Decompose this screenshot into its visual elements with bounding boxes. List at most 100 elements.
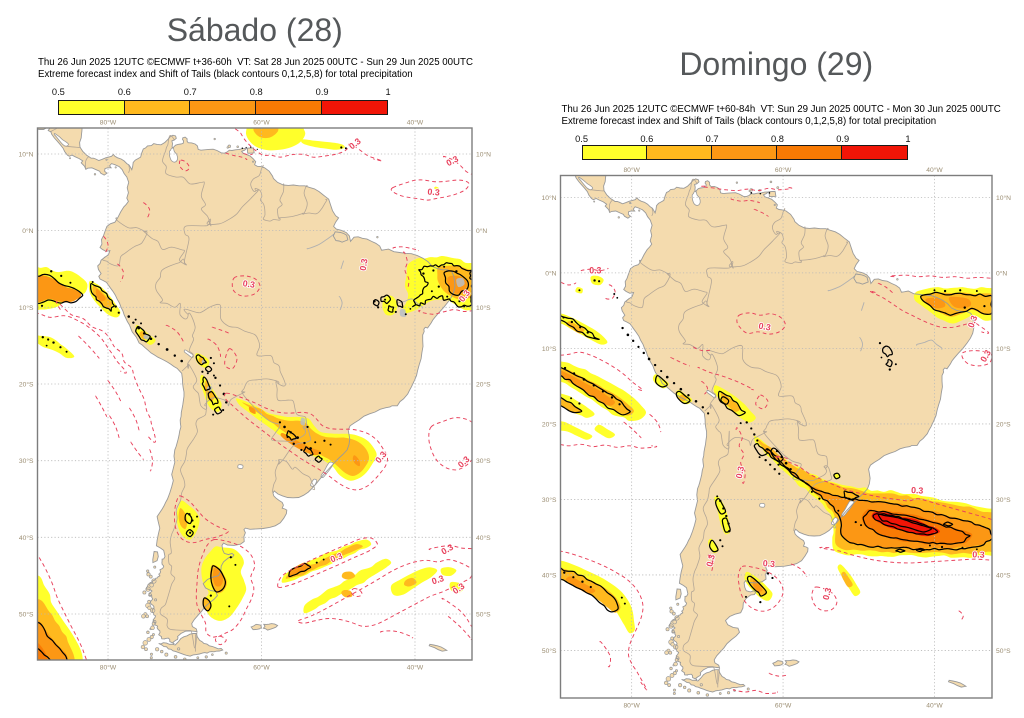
sot-speck (784, 461, 788, 465)
efi-contour-0-3 (390, 179, 470, 201)
efi-fill-3 (925, 297, 946, 309)
country-border (709, 353, 719, 409)
efi-fill-3 (565, 576, 596, 594)
sot-speck (653, 363, 657, 367)
efi-contour-0-3 (178, 159, 190, 172)
country-border (710, 403, 730, 450)
sot-speck (192, 525, 196, 528)
sot-speck (778, 472, 781, 475)
sot-speck (620, 596, 623, 599)
sot-speck (810, 490, 813, 493)
sot-speck (570, 320, 574, 324)
sot-speck (572, 576, 575, 579)
efi-contour-0-3 (811, 586, 838, 612)
map-frame (36, 127, 473, 661)
legend-color-cell (842, 145, 907, 159)
efi-contour-label: 0.3 (821, 587, 834, 602)
country-border (241, 391, 306, 442)
efi-contour-label: 0.3 (966, 314, 980, 329)
sot-speck (250, 146, 252, 148)
islet (146, 630, 150, 635)
islet (670, 642, 675, 647)
sot-speck (180, 359, 183, 363)
lat-tick-label: 40°S (19, 534, 34, 542)
lake (691, 190, 701, 206)
sot-speck (283, 425, 286, 429)
islet (93, 173, 97, 176)
islet (164, 652, 169, 657)
lon-tick-label: 80°W (623, 702, 640, 710)
lat-tick-label: 50°S (542, 647, 557, 655)
header-line2: Extreme forecast index and Shift of Tail… (38, 69, 413, 81)
sot-contour (89, 282, 115, 312)
sot-contour (654, 374, 668, 388)
river (340, 260, 345, 270)
islet (69, 157, 71, 160)
sot-speck (593, 336, 596, 339)
country-border (706, 344, 807, 427)
country-border (799, 497, 836, 529)
islet (142, 590, 147, 595)
islet (672, 671, 677, 676)
legend-color-cell (59, 101, 125, 115)
sot-contour (201, 376, 211, 391)
efi-fill-5 (871, 511, 940, 537)
lat-tick-label: 40°S (542, 571, 557, 579)
legend-tick-label: 0.7 (705, 134, 719, 144)
sot-speck (750, 191, 753, 194)
sot-speck (687, 394, 690, 397)
sot-speck (432, 269, 435, 272)
sot-contour (204, 365, 213, 373)
efi-fill-3 (352, 455, 361, 467)
islet (672, 619, 677, 625)
islet (672, 692, 676, 695)
sot-speck (694, 399, 698, 403)
efi-contour-0-3 (768, 672, 788, 677)
legend-tick-label: 0.9 (315, 87, 329, 97)
sot-speck (430, 290, 433, 293)
sot-contour (286, 430, 297, 441)
lat-tick-label: 10°S (19, 304, 34, 312)
sot-speck (303, 441, 306, 445)
country-border (665, 272, 710, 308)
country-border (102, 230, 148, 267)
islet (147, 605, 152, 611)
lat-tick-label: 0°N (22, 227, 33, 235)
country-border (277, 459, 316, 491)
efi-fill-1 (560, 393, 595, 418)
efi-fill-1 (594, 424, 616, 439)
islet (236, 145, 239, 148)
sot-contour (753, 442, 768, 457)
land-polygon (263, 623, 278, 631)
legend-color-cell (124, 101, 191, 115)
sot-speck (582, 378, 586, 381)
lake (759, 502, 766, 508)
lon-tick-label: 60°W (775, 166, 792, 174)
sot-speck (292, 442, 295, 445)
land-polygon (769, 191, 776, 197)
sot-contour (843, 490, 860, 501)
sot-speck (306, 425, 309, 429)
sot-speck (212, 374, 215, 377)
efi-contour-0-3 (700, 381, 708, 395)
sot-speck (647, 357, 651, 361)
sot-speck (394, 310, 397, 314)
efi-legend-sunday: 0.5 0.6 0.7 0.8 0.9 1 (575, 134, 911, 162)
country-border (162, 135, 212, 227)
efi-contour-0-3 (737, 565, 784, 612)
efi-contour-label: 0.3 (704, 553, 717, 568)
islet (673, 661, 678, 667)
sot-speck (314, 441, 317, 444)
sot-contour (37, 621, 68, 660)
efi-contour-0-3 (603, 284, 616, 300)
sot-speck (660, 369, 663, 373)
lat-tick-label: 20°S (476, 380, 491, 388)
coastline (246, 147, 255, 154)
efi-contour-label: 0.3 (911, 485, 924, 496)
coastline (768, 190, 777, 198)
efi-contour-0-3 (116, 263, 124, 282)
sot-speck (878, 342, 882, 345)
sot-speck (234, 563, 237, 566)
sot-contour (288, 562, 312, 578)
